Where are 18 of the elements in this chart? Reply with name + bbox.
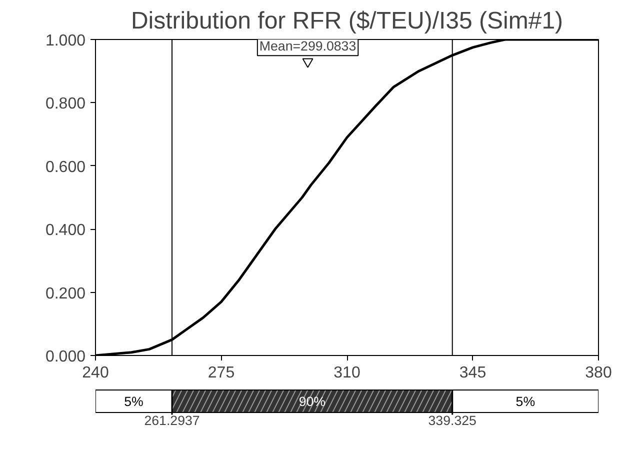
x-tick-label: 275 [208,364,235,382]
x-tick-label: 345 [459,364,486,382]
y-tick-label: 0.400 [45,222,86,240]
text: 261.2937 [144,412,200,428]
y-tick-label: 1.000 [45,32,86,50]
y-tick-label: 0.800 [45,96,86,113]
annotation: Mean=299.0833 [259,38,356,54]
x-tick-label: 310 [334,364,360,382]
y-tick-label: 0.000 [45,348,86,366]
y-tick-label: 0.200 [45,285,86,302]
y-tick-label: 0.600 [45,158,86,176]
text: 5% [516,394,536,409]
x-tick-label: 240 [82,364,109,382]
text: 5% [124,394,144,409]
text: 339.325 [428,412,476,428]
text: 90% [298,394,326,409]
chart-title: Distribution for RFR ($/TEU)/I35 (Sim#1) [130,8,564,34]
x-tick-label: 380 [585,364,612,382]
